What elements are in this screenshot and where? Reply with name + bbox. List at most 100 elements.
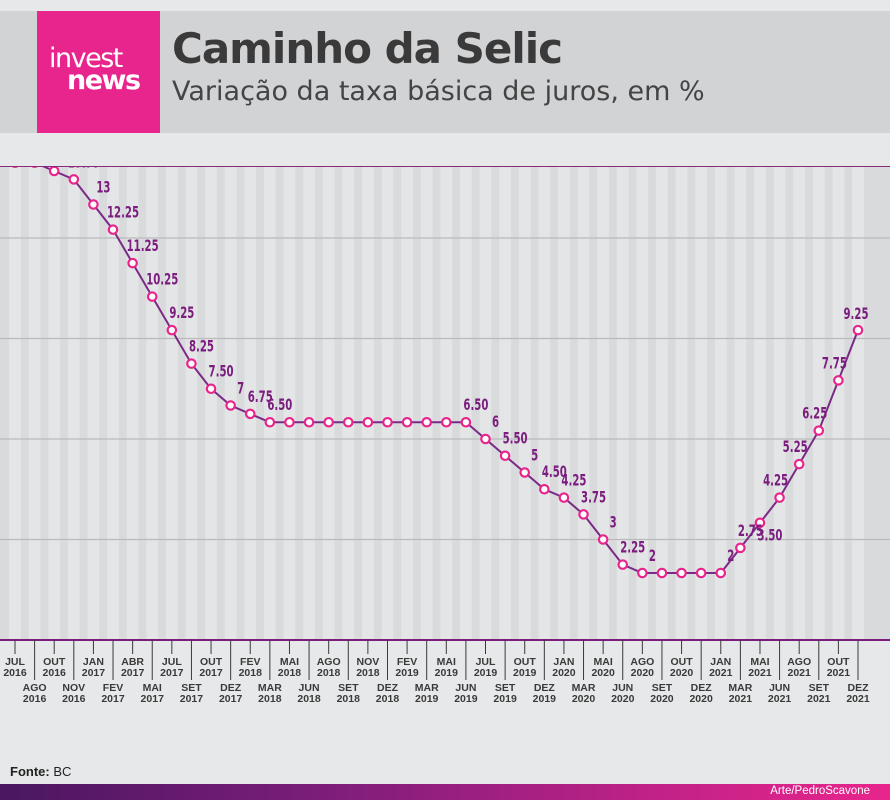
x-tick-month: JUL (476, 656, 496, 668)
column-stripe (773, 167, 786, 640)
column-stripe (460, 167, 472, 640)
column-stripe (812, 167, 825, 640)
x-tick-year: 2021 (827, 667, 851, 679)
data-label: 6.25 (802, 404, 827, 423)
x-tick-year: 2018 (278, 667, 302, 679)
data-label: 7.50 (209, 362, 234, 381)
x-tick-year: 2017 (101, 693, 125, 705)
data-point (676, 567, 687, 579)
x-tick-year: 2018 (337, 693, 361, 705)
x-tick-year: 2016 (43, 667, 67, 679)
data-point (146, 291, 158, 302)
column-stripe (48, 167, 61, 640)
data-label: 6 (492, 413, 499, 432)
x-tick-month: ABR (121, 656, 144, 668)
data-label: 4.25 (561, 471, 586, 490)
x-tick-year: 2016 (62, 693, 86, 705)
x-tick-month: MAR (572, 682, 596, 694)
data-label: 10.25 (146, 270, 178, 289)
x-tick-month: DEZ (377, 682, 399, 694)
column-stripe (518, 167, 531, 640)
x-tick-year: 2021 (807, 693, 831, 705)
x-tick-year: 2017 (219, 693, 243, 705)
column-stripe (577, 167, 590, 640)
x-tick-year: 2019 (435, 667, 459, 679)
x-tick-month: MAR (258, 682, 282, 694)
column-stripe (165, 167, 178, 640)
top-divider (0, 166, 890, 167)
column-stripe (362, 167, 374, 640)
x-tick-year: 2018 (317, 667, 341, 679)
x-tick-year: 2017 (141, 693, 165, 705)
x-tick-month: FEV (240, 656, 260, 668)
selic-line-chart: 14.251413.751312.2511.2510.259.258.257.5… (0, 167, 890, 705)
column-stripe (538, 167, 551, 640)
x-tick-month: DEZ (220, 682, 242, 694)
column-stripe (675, 167, 688, 640)
column-stripe (263, 167, 276, 640)
x-tick-month: SET (652, 682, 673, 694)
data-label: 4.50 (542, 463, 567, 482)
data-label: 5.25 (783, 438, 808, 457)
column-stripe (205, 167, 217, 640)
x-tick-year: 2019 (513, 667, 537, 679)
x-tick-year: 2018 (239, 667, 263, 679)
x-tick-month: JAN (710, 656, 731, 668)
x-tick-month: DEZ (691, 682, 713, 694)
x-tick-year: 2019 (395, 667, 419, 679)
data-point (225, 400, 236, 411)
x-tick-month: DEZ (848, 682, 870, 694)
art-credit: Arte/PedroScavone (770, 785, 870, 797)
data-label: 5.50 (503, 429, 528, 448)
x-tick-month: OUT (670, 656, 693, 668)
data-point (441, 416, 452, 428)
x-tick-month: MAI (437, 656, 456, 668)
source-value: BC (53, 764, 72, 779)
x-tick-year: 2021 (846, 693, 870, 705)
x-tick-month: FEV (103, 682, 123, 694)
chart-title: Caminho da Selic (172, 24, 563, 73)
x-tick-year: 2021 (788, 667, 812, 679)
data-point (715, 567, 727, 579)
data-label: 2.75 (738, 521, 763, 540)
x-tick-month: AGO (317, 656, 341, 668)
x-tick-year: 2018 (356, 667, 380, 679)
column-stripe (832, 167, 845, 640)
data-point (617, 559, 629, 570)
x-tick-year: 2017 (82, 667, 106, 679)
source-label: Fonte: (10, 764, 50, 779)
data-point (813, 425, 825, 436)
x-tick-year: 2020 (552, 667, 576, 679)
x-tick-month: DEZ (534, 682, 556, 694)
data-label: 3 (610, 513, 617, 532)
x-tick-year: 2020 (631, 667, 655, 679)
column-stripe (28, 167, 41, 640)
x-tick-year: 2020 (650, 693, 674, 705)
x-tick-year: 2019 (454, 693, 478, 705)
column-stripe (636, 167, 649, 640)
x-tick-month: SET (181, 682, 202, 694)
column-stripe (793, 167, 806, 640)
logo-text-news: news (67, 65, 141, 96)
x-tick-year: 2020 (689, 693, 713, 705)
x-tick-year: 2017 (160, 667, 184, 679)
x-tick-year: 2016 (23, 693, 47, 705)
data-point (519, 467, 531, 478)
column-stripe (695, 167, 708, 640)
column-stripe (146, 167, 159, 640)
x-tick-month: SET (495, 682, 516, 694)
x-tick-year: 2020 (591, 667, 615, 679)
data-point (382, 416, 393, 428)
data-point (284, 416, 295, 428)
data-label: 2 (727, 547, 734, 566)
data-point (166, 324, 178, 336)
x-tick-year: 2019 (533, 693, 557, 705)
x-tick-month: JUN (612, 682, 633, 694)
x-tick-month: JAN (83, 656, 104, 668)
logo-text-invest: invest (49, 43, 123, 74)
x-tick-month: NOV (357, 656, 380, 668)
source-note: Fonte: BC (10, 764, 71, 779)
x-tick-month: OUT (827, 656, 850, 668)
x-tick-year: 2021 (709, 667, 733, 679)
data-point (754, 517, 766, 529)
